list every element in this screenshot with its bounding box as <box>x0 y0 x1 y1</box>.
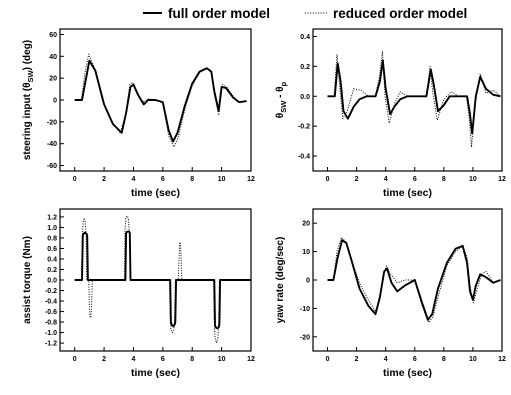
y-tick-label: 40 <box>49 54 57 61</box>
y-tick-label: 0.4 <box>300 34 310 41</box>
y-tick-label: 0.8 <box>47 235 57 242</box>
x-tick-label: 6 <box>413 176 417 183</box>
y-tick-label: -0.4 <box>298 154 310 161</box>
y-tick-label: 0.0 <box>47 278 57 285</box>
y-axis-label-part: - θ <box>275 86 286 100</box>
x-tick-label: 2 <box>355 356 359 363</box>
x-tick-label: 4 <box>384 356 388 363</box>
x-tick-label: 0 <box>326 356 330 363</box>
x-axis-label: time (sec) <box>383 367 432 379</box>
x-tick-label: 8 <box>442 176 446 183</box>
y-tick-label: 0 <box>306 278 310 285</box>
y-tick-label: -10 <box>300 306 310 313</box>
y-tick-label: 0.2 <box>300 64 310 71</box>
plot-frame <box>312 208 503 352</box>
x-tick-label: 12 <box>498 356 506 363</box>
y-axis-label-part: SW <box>26 69 35 82</box>
panel-steering-input: 0 2 4 6 8 10 12 -60 -40 -20 0 20 40 60 time (sec) steer… <box>22 28 255 199</box>
y-tick-label: 1.2 <box>47 214 57 221</box>
y-axis-label-part: steering input (θ <box>22 83 33 161</box>
y-axis-label-part: SW <box>279 100 288 113</box>
y-tick-label: 0.4 <box>47 256 57 263</box>
y-axis-label: θSW - θp <box>275 81 288 118</box>
x-tick-label: 2 <box>102 356 106 363</box>
x-axis-label: time (sec) <box>383 187 432 199</box>
x-tick-label: 6 <box>413 356 417 363</box>
x-tick-label: 4 <box>132 176 136 183</box>
y-tick-label: 0.2 <box>47 267 57 274</box>
y-tick-label: -1.2 <box>45 341 57 348</box>
y-tick-label: 10 <box>302 249 310 256</box>
x-tick-label: 0 <box>73 356 77 363</box>
y-axis-label-part: p <box>279 81 288 86</box>
x-tick-label: 6 <box>161 176 165 183</box>
x-tick-label: 12 <box>247 356 255 363</box>
x-tick-label: 0 <box>326 176 330 183</box>
panel-steering-difference: 0 2 4 6 8 10 12 -0.4 -0.2 0.0 0.2 0.4 time (sec) θSW … <box>275 28 506 199</box>
series-full-order <box>327 59 501 135</box>
y-tick-label: -0.8 <box>45 320 57 327</box>
y-tick-label: 0 <box>53 98 57 105</box>
y-axis-label-part: assist torque (Nm) <box>22 236 33 324</box>
y-tick-label: 20 <box>49 76 57 83</box>
y-tick-label: -40 <box>47 141 57 148</box>
x-tick-label: 8 <box>442 356 446 363</box>
series-reduced-order <box>327 50 501 148</box>
y-tick-label: -0.6 <box>45 309 57 316</box>
y-tick-label: 0.0 <box>300 94 310 101</box>
x-axis-label: time (sec) <box>131 187 180 199</box>
legend-reduced-order-label: reduced order model <box>333 6 467 21</box>
x-tick-label: 2 <box>355 176 359 183</box>
y-tick-label: -20 <box>47 119 57 126</box>
y-tick-label: -0.2 <box>298 124 310 131</box>
series-reduced-order <box>74 53 247 148</box>
x-tick-label: 2 <box>102 176 106 183</box>
legend-full-order-label: full order model <box>168 6 270 21</box>
y-tick-label: 60 <box>49 32 57 39</box>
x-tick-label: 6 <box>161 356 165 363</box>
y-axis-label-part: yaw rate (deg/sec) <box>275 237 286 324</box>
y-tick-label: -1.0 <box>45 330 57 337</box>
x-tick-label: 8 <box>190 356 194 363</box>
x-tick-label: 10 <box>469 356 477 363</box>
x-tick-label: 4 <box>132 356 136 363</box>
x-tick-label: 10 <box>218 176 226 183</box>
y-tick-label: -0.4 <box>45 299 57 306</box>
y-tick-label: -20 <box>300 334 310 341</box>
x-tick-label: 12 <box>247 176 255 183</box>
plot-frame <box>312 28 503 172</box>
y-tick-label: -0.2 <box>45 288 57 295</box>
panel-yaw-rate: 0 2 4 6 8 10 12 -20 -10 0 10 20 time (sec) yaw rate (… <box>275 208 506 379</box>
x-tick-label: 12 <box>498 176 506 183</box>
y-axis-label: steering input (θSW) (deg) <box>22 40 35 160</box>
x-axis-label: time (sec) <box>131 367 180 379</box>
y-axis-label-part: ) (deg) <box>22 40 33 71</box>
series-reduced-order <box>74 215 251 344</box>
x-tick-label: 10 <box>469 176 477 183</box>
x-tick-label: 8 <box>190 176 194 183</box>
y-tick-label: 1.0 <box>47 225 57 232</box>
series-reduced-order <box>327 236 501 324</box>
y-axis-label-part: θ <box>275 113 286 118</box>
x-tick-label: 10 <box>218 356 226 363</box>
y-axis-label: assist torque (Nm) <box>22 236 33 324</box>
panel-assist-torque: 0 2 4 6 8 10 12 -1.2 -1.0 -0.8 -0.6 -0.4 -0.2 0.0 0.2 0… <box>22 208 255 379</box>
y-tick-label: -60 <box>47 163 57 170</box>
legend: full order model reduced order model <box>143 6 467 21</box>
y-tick-label: 20 <box>302 221 310 228</box>
y-axis-label: yaw rate (deg/sec) <box>275 237 286 324</box>
x-tick-label: 0 <box>73 176 77 183</box>
x-tick-label: 4 <box>384 176 388 183</box>
y-tick-label: 0.6 <box>47 246 57 253</box>
